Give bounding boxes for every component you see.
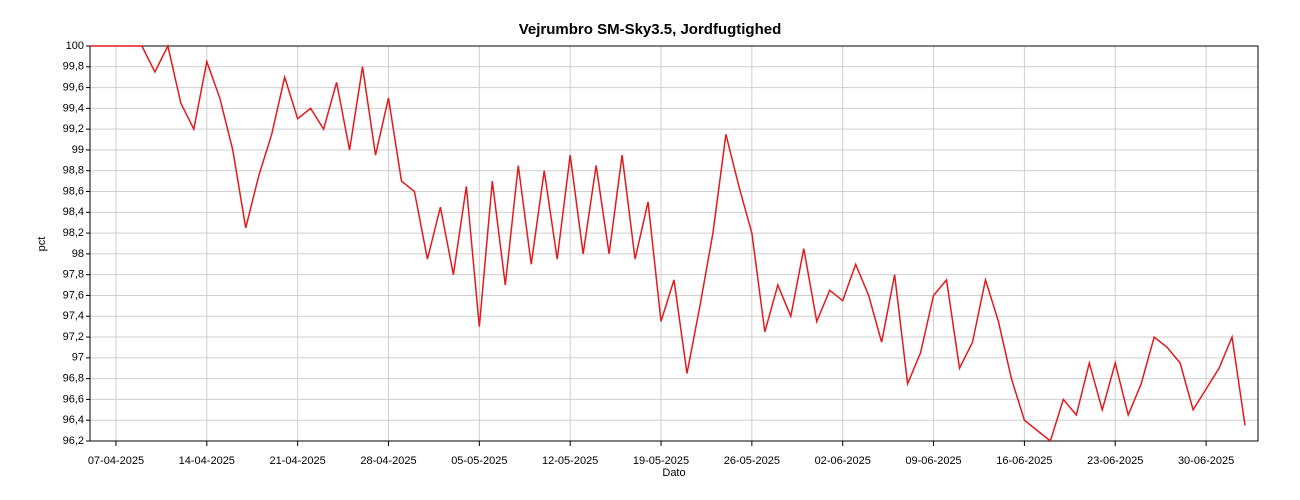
y-tick-label: 97,2 — [63, 331, 84, 343]
y-tick-label: 96,2 — [63, 435, 84, 447]
y-tick-label: 98,6 — [63, 185, 84, 197]
x-tick-label: 09-06-2025 — [905, 455, 961, 467]
x-tick-label: 14-04-2025 — [179, 455, 235, 467]
y-tick-label: 96,8 — [63, 373, 84, 385]
y-tick-label: 98,4 — [63, 206, 84, 218]
y-tick-label: 96,4 — [63, 414, 84, 426]
x-tick-label: 30-06-2025 — [1178, 455, 1234, 467]
x-tick-label: 16-06-2025 — [996, 455, 1052, 467]
y-tick-label: 97,6 — [63, 289, 84, 301]
plot-frame — [89, 45, 1259, 442]
y-tick-label: 99,8 — [63, 61, 84, 73]
y-tick-label: 99,2 — [63, 123, 84, 135]
y-tick-label: 98,2 — [63, 227, 84, 239]
y-tick-label: 99,4 — [63, 102, 84, 114]
x-tick-label: 07-04-2025 — [88, 455, 144, 467]
y-tick-label: 97 — [72, 352, 84, 364]
x-tick-label: 02-06-2025 — [815, 455, 871, 467]
x-tick-label: 21-04-2025 — [270, 455, 326, 467]
y-tick-label: 97,8 — [63, 269, 84, 281]
y-tick-label: 99 — [72, 144, 84, 156]
x-tick-label: 12-05-2025 — [542, 455, 598, 467]
y-axis-label: pct — [36, 237, 48, 252]
y-tick-label: 96,6 — [63, 393, 84, 405]
y-tick-label: 98 — [72, 248, 84, 260]
y-tick-label: 99,6 — [63, 81, 84, 93]
x-tick-label: 26-05-2025 — [724, 455, 780, 467]
x-tick-label: 05-05-2025 — [451, 455, 507, 467]
y-tick-label: 100 — [66, 40, 84, 52]
chart-title: Vejrumbro SM-Sky3.5, Jordfugtighed — [519, 21, 782, 38]
x-tick-label: 19-05-2025 — [633, 455, 689, 467]
x-tick-label: 23-06-2025 — [1087, 455, 1143, 467]
data-line — [90, 43, 1246, 443]
x-axis-label: Dato — [662, 467, 685, 479]
y-tick-label: 98,8 — [63, 165, 84, 177]
y-tick-label: 97,4 — [63, 310, 84, 322]
x-tick-label: 28-04-2025 — [360, 455, 416, 467]
